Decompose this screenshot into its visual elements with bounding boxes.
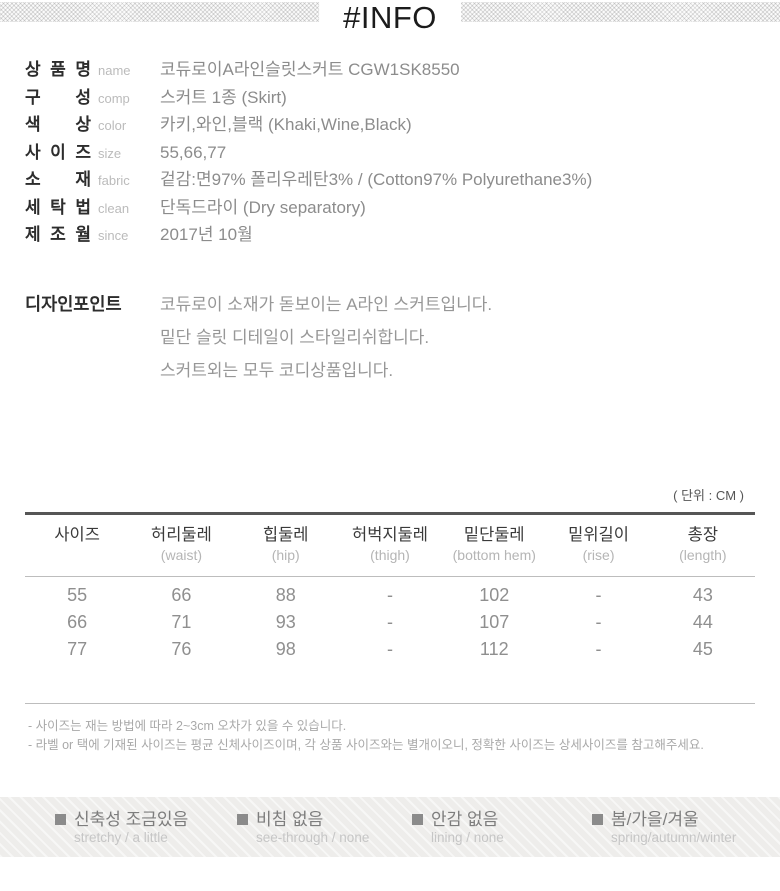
feature-sublabel: lining / none bbox=[431, 829, 504, 845]
col-header-length: 총장 (length) bbox=[679, 525, 727, 563]
table-cell: 44 bbox=[692, 611, 713, 632]
feature-label: 봄/가을/겨울 bbox=[611, 809, 699, 829]
col-header-hip: 힙둘레 (hip) bbox=[262, 525, 309, 563]
feature-sublabel: stretchy / a little bbox=[74, 829, 168, 845]
info-value: 단독드라이 (Dry separatory) bbox=[160, 197, 366, 217]
square-bullet-icon bbox=[55, 813, 66, 825]
feature-see-through: 비침 없음 see-through / none bbox=[237, 810, 412, 857]
table-cell: - bbox=[595, 611, 602, 632]
table-cell: 43 bbox=[692, 584, 713, 605]
col-header-bottom-hem: 밑단둘레 (bottom hem) bbox=[452, 525, 536, 563]
info-sublabel: comp bbox=[98, 90, 130, 106]
table-cell: 93 bbox=[275, 611, 296, 632]
table-cell: - bbox=[386, 638, 393, 659]
info-sublabel: since bbox=[98, 228, 129, 243]
info-sublabel: color bbox=[98, 118, 127, 133]
note-line: - 사이즈는 재는 방법에 따라 2~3cm 오차가 있을 수 있습니다. bbox=[28, 718, 347, 733]
col-header-thigh: 허벅지둘레 (thigh) bbox=[352, 525, 428, 563]
table-cell: 71 bbox=[171, 611, 192, 632]
square-bullet-icon bbox=[412, 813, 423, 825]
square-bullet-icon bbox=[237, 813, 248, 825]
feature-label: 신축성 조금있음 bbox=[74, 809, 189, 829]
size-table-container: 사이즈 허리둘레 (waist) 힙둘레 (hip) 허벅지둘레 (thigh)… bbox=[25, 512, 755, 704]
design-point-line: 스커트외는 모두 코디상품입니다. bbox=[160, 360, 394, 380]
table-cell: - bbox=[386, 584, 393, 605]
col-header-waist: 허리둘레 (waist) bbox=[151, 525, 212, 563]
info-value: 코듀로이A라인슬릿스커트 CGW1SK8550 bbox=[160, 60, 460, 79]
info-value: 2017년 10월 bbox=[160, 225, 253, 244]
table-cell: 55 bbox=[67, 584, 88, 605]
feature-label: 비침 없음 bbox=[256, 809, 324, 829]
size-row-66: 66 71 93 - 107 - 44 bbox=[25, 609, 755, 636]
design-point-text: 코듀로이 소재가 돋보이는 A라인 스커트입니다. 밑단 슬릿 디테일이 스타일… bbox=[160, 288, 492, 387]
info-value: 55,66,77 bbox=[160, 142, 227, 162]
feature-sublabel: see-through / none bbox=[256, 829, 370, 845]
table-cell: 66 bbox=[67, 611, 88, 632]
table-cell: 107 bbox=[479, 611, 510, 632]
info-sublabel: size bbox=[98, 145, 122, 161]
square-bullet-icon bbox=[592, 813, 603, 825]
table-cell: 98 bbox=[275, 638, 296, 659]
info-sublabel: name bbox=[98, 63, 131, 78]
size-notes: - 사이즈는 재는 방법에 따라 2~3cm 오차가 있을 수 있습니다. - … bbox=[28, 717, 760, 755]
table-cell: 66 bbox=[171, 584, 192, 605]
feature-label: 안감 없음 bbox=[431, 809, 499, 829]
info-header-band: #INFO bbox=[0, 0, 780, 36]
table-cell: 102 bbox=[479, 584, 510, 605]
table-cell: - bbox=[595, 584, 602, 605]
size-unit-note: ( 단위 : CM ) bbox=[673, 487, 744, 503]
table-cell: 76 bbox=[171, 638, 192, 659]
size-row-77: 77 76 98 - 112 - 45 bbox=[25, 636, 755, 663]
table-cell: 88 bbox=[275, 584, 296, 605]
info-sublabel: fabric bbox=[98, 173, 130, 188]
design-point-line: 코듀로이 소재가 돋보이는 A라인 스커트입니다. bbox=[160, 294, 493, 314]
feature-band: 신축성 조금있음 stretchy / a little 비침 없음 see-t… bbox=[0, 796, 780, 857]
info-value: 카키,와인,블랙 (Khaki,Wine,Black) bbox=[160, 115, 412, 134]
page-title: #INFO bbox=[319, 0, 461, 35]
info-sublabel: clean bbox=[98, 200, 130, 216]
table-cell: - bbox=[386, 611, 393, 632]
feature-stretch: 신축성 조금있음 stretchy / a little bbox=[55, 810, 237, 857]
col-header-rise: 밑위길이 (rise) bbox=[568, 525, 629, 563]
note-line: - 라벨 or 택에 기재된 사이즈는 평균 신체사이즈이며, 각 상품 사이즈… bbox=[28, 737, 704, 752]
size-table-header-row: 사이즈 허리둘레 (waist) 힙둘레 (hip) 허벅지둘레 (thigh)… bbox=[25, 513, 755, 576]
table-cell: 77 bbox=[67, 638, 88, 659]
table-cell: 112 bbox=[479, 638, 509, 659]
feature-sublabel: spring/autumn/winter bbox=[611, 829, 737, 845]
table-cell: 45 bbox=[692, 638, 713, 659]
design-point-section: 디자인포인트 코듀로이 소재가 돋보이는 A라인 스커트입니다. 밑단 슬릿 디… bbox=[25, 288, 780, 387]
size-row-55: 55 66 88 - 102 - 43 bbox=[25, 576, 755, 609]
design-point-label: 디자인포인트 bbox=[25, 293, 122, 314]
size-table: 사이즈 허리둘레 (waist) 힙둘레 (hip) 허벅지둘레 (thigh)… bbox=[25, 512, 755, 663]
col-header-size: 사이즈 bbox=[54, 525, 100, 544]
info-value: 스커트 1종 (Skirt) bbox=[160, 87, 287, 107]
design-point-line: 밑단 슬릿 디테일이 스타일리쉬합니다. bbox=[160, 327, 430, 347]
feature-season: 봄/가을/겨울 spring/autumn/winter bbox=[592, 810, 780, 857]
table-cell: - bbox=[595, 638, 602, 659]
info-value: 겉감:면97% 폴리우레탄3% / (Cotton97% Polyurethan… bbox=[160, 170, 593, 189]
feature-lining: 안감 없음 lining / none bbox=[412, 810, 592, 857]
